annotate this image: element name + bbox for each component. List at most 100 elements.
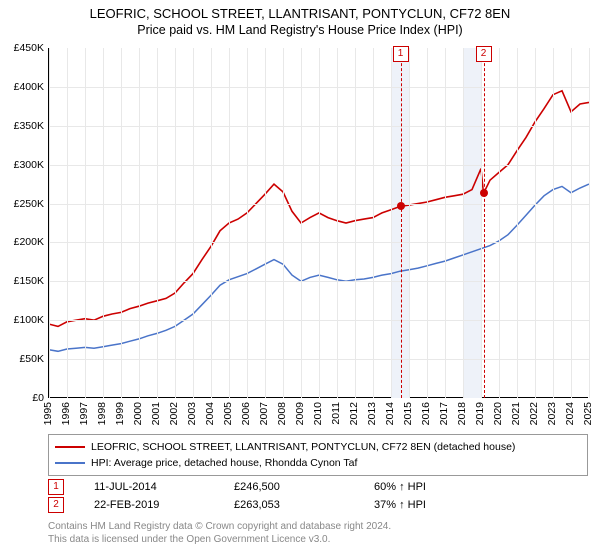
- vgrid: [229, 48, 230, 398]
- y-tick-label: £250K: [0, 198, 44, 210]
- legend-label: HPI: Average price, detached house, Rhon…: [91, 457, 357, 469]
- x-tick-label: 2016: [420, 402, 432, 425]
- x-tick-label: 2022: [528, 402, 540, 425]
- vgrid: [571, 48, 572, 398]
- y-tick-label: £350K: [0, 120, 44, 132]
- vgrid: [247, 48, 248, 398]
- x-tick-label: 2013: [366, 402, 378, 425]
- marker-badge: 2: [476, 46, 492, 62]
- vgrid: [337, 48, 338, 398]
- legend-label: LEOFRIC, SCHOOL STREET, LLANTRISANT, PON…: [91, 441, 515, 453]
- vgrid: [139, 48, 140, 398]
- marker-dot: [397, 202, 405, 210]
- x-tick-label: 2001: [150, 402, 162, 425]
- x-tick-label: 2025: [582, 402, 594, 425]
- vgrid: [103, 48, 104, 398]
- vgrid: [589, 48, 590, 398]
- plot: 12: [48, 48, 588, 398]
- x-tick-label: 2024: [564, 402, 576, 425]
- marker-line: [484, 48, 485, 398]
- legend-row: LEOFRIC, SCHOOL STREET, LLANTRISANT, PON…: [55, 439, 581, 455]
- x-tick-label: 2004: [204, 402, 216, 425]
- vgrid: [427, 48, 428, 398]
- vgrid: [67, 48, 68, 398]
- vgrid: [535, 48, 536, 398]
- y-tick-label: £100K: [0, 314, 44, 326]
- title-line2: Price paid vs. HM Land Registry's House …: [0, 23, 600, 37]
- x-tick-label: 2018: [456, 402, 468, 425]
- x-tick-label: 2010: [312, 402, 324, 425]
- vgrid: [373, 48, 374, 398]
- x-tick-label: 2015: [402, 402, 414, 425]
- vgrid: [355, 48, 356, 398]
- title-line1: LEOFRIC, SCHOOL STREET, LLANTRISANT, PON…: [0, 6, 600, 21]
- legend: LEOFRIC, SCHOOL STREET, LLANTRISANT, PON…: [48, 434, 588, 476]
- chart-container: LEOFRIC, SCHOOL STREET, LLANTRISANT, PON…: [0, 0, 600, 560]
- x-tick-label: 2011: [330, 402, 342, 425]
- x-tick-label: 1996: [60, 402, 72, 425]
- vgrid: [175, 48, 176, 398]
- tx-badge: 1: [48, 479, 64, 495]
- tx-price: £263,053: [234, 499, 374, 511]
- vgrid: [553, 48, 554, 398]
- y-tick-label: £0: [0, 392, 44, 404]
- x-tick-label: 2002: [168, 402, 180, 425]
- x-tick-label: 1997: [78, 402, 90, 425]
- vgrid: [463, 48, 464, 398]
- footer: Contains HM Land Registry data © Crown c…: [48, 520, 588, 546]
- tx-price: £246,500: [234, 481, 374, 493]
- x-tick-label: 2005: [222, 402, 234, 425]
- transactions-table: 1 11-JUL-2014£246,50060% ↑ HPI 2 22-FEB-201…: [48, 478, 588, 514]
- vgrid: [319, 48, 320, 398]
- x-tick-label: 2003: [186, 402, 198, 425]
- x-tick-label: 2019: [474, 402, 486, 425]
- y-tick-label: £450K: [0, 42, 44, 54]
- vgrid: [211, 48, 212, 398]
- vgrid: [445, 48, 446, 398]
- tx-pct: 60% ↑ HPI: [374, 481, 494, 493]
- y-tick-label: £200K: [0, 236, 44, 248]
- tx-pct: 37% ↑ HPI: [374, 499, 494, 511]
- vgrid: [517, 48, 518, 398]
- x-tick-label: 2023: [546, 402, 558, 425]
- x-tick-label: 2008: [276, 402, 288, 425]
- tx-date: 22-FEB-2019: [94, 499, 234, 511]
- x-tick-label: 1999: [114, 402, 126, 425]
- tx-badge: 2: [48, 497, 64, 513]
- x-tick-label: 2017: [438, 402, 450, 425]
- vgrid: [121, 48, 122, 398]
- vgrid: [193, 48, 194, 398]
- marker-dot: [480, 189, 488, 197]
- footer-line1: Contains HM Land Registry data © Crown c…: [48, 520, 588, 533]
- x-tick-label: 2014: [384, 402, 396, 425]
- x-tick-label: 2009: [294, 402, 306, 425]
- vgrid: [481, 48, 482, 398]
- marker-badge: 1: [393, 46, 409, 62]
- footer-line2: This data is licensed under the Open Gov…: [48, 533, 588, 546]
- marker-line: [401, 48, 402, 398]
- y-tick-label: £400K: [0, 81, 44, 93]
- vgrid: [265, 48, 266, 398]
- x-tick-label: 1995: [42, 402, 54, 425]
- vgrid: [157, 48, 158, 398]
- x-tick-label: 2012: [348, 402, 360, 425]
- x-tick-label: 2006: [240, 402, 252, 425]
- vgrid: [409, 48, 410, 398]
- vgrid: [391, 48, 392, 398]
- transaction-row: 2 22-FEB-2019£263,05337% ↑ HPI: [48, 496, 588, 514]
- x-tick-label: 2007: [258, 402, 270, 425]
- x-tick-label: 1998: [96, 402, 108, 425]
- vgrid: [49, 48, 50, 398]
- legend-swatch: [55, 462, 85, 464]
- x-tick-label: 2021: [510, 402, 522, 425]
- vgrid: [283, 48, 284, 398]
- vgrid: [301, 48, 302, 398]
- y-tick-label: £300K: [0, 159, 44, 171]
- title-block: LEOFRIC, SCHOOL STREET, LLANTRISANT, PON…: [0, 0, 600, 37]
- y-tick-label: £150K: [0, 275, 44, 287]
- legend-row: HPI: Average price, detached house, Rhon…: [55, 455, 581, 471]
- x-tick-label: 2000: [132, 402, 144, 425]
- vgrid: [85, 48, 86, 398]
- transaction-row: 1 11-JUL-2014£246,50060% ↑ HPI: [48, 478, 588, 496]
- tx-date: 11-JUL-2014: [94, 481, 234, 493]
